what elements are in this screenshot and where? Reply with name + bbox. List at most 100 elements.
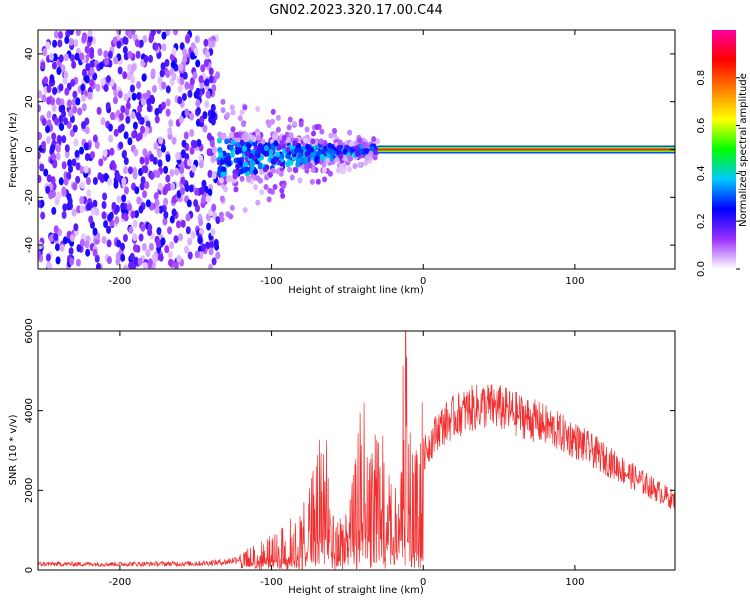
spectrogram-cell-676: [77, 107, 83, 116]
spectrogram-cell-835: [158, 253, 164, 262]
spectrogram-cell-735: [211, 154, 217, 163]
spectrogram-cell-863: [192, 71, 198, 80]
spectrogram-cell-1561: [293, 167, 299, 174]
spectrogram-cell-587: [162, 186, 168, 195]
spectrogram-cell-514: [170, 60, 176, 69]
spectrogram-cell-349: [97, 48, 103, 57]
spectrogram-cell-573: [173, 235, 179, 244]
spectrogram-cell-1533: [349, 140, 355, 147]
spectrogram-cell-1313: [318, 158, 324, 165]
spectrogram-cell-1366: [285, 146, 291, 153]
spectrogram-cell-858: [116, 239, 122, 248]
spectrogram-cell-745: [181, 139, 187, 148]
spectrogram-cell-988: [311, 130, 317, 137]
spectrogram-cell-542: [79, 238, 85, 247]
spectrogram-cell-473: [127, 166, 133, 175]
spectrogram-cell-405: [204, 78, 210, 87]
spectrogram-cell-1044: [375, 138, 381, 145]
spectrogram-cell-780: [81, 93, 87, 102]
spectrogram-cell-358: [165, 69, 171, 78]
spectrogram-cell-1576: [257, 177, 263, 184]
spectrogram-cell-801: [111, 201, 117, 210]
spectrogram-cell-577: [79, 181, 85, 190]
spectrogram-cell-1570: [262, 166, 268, 173]
spectrogram-cell-1309: [310, 166, 316, 173]
spectrogram-cell-115: [75, 162, 81, 171]
spectrogram-cell-1163: [219, 216, 225, 223]
spectrogram-cell-1580: [304, 150, 310, 157]
spectrogram-cell-650: [101, 201, 107, 210]
spectrogram-cell-963: [239, 168, 245, 175]
spectrogram-cell-530: [161, 81, 167, 90]
spectrogram-cell-160: [73, 138, 79, 147]
spectrogram-cell-878: [210, 110, 216, 119]
spectrogram-cell-552: [171, 136, 177, 145]
spectrogram-cell-1566: [295, 157, 301, 164]
spectrogram-cell-455: [84, 153, 90, 162]
spectrogram-cell-701: [138, 205, 144, 214]
spectrogram-cell-886: [86, 189, 92, 198]
spectrogram-cell-1568: [368, 150, 374, 157]
spectrogram-cell-837: [137, 257, 143, 266]
spectrogram-cell-797: [73, 223, 79, 232]
spectrogram-cell-609: [153, 142, 159, 151]
spectrogram-cell-258: [163, 165, 169, 174]
spectrogram-cell-750: [120, 202, 126, 211]
spectrogram-cell-511: [208, 247, 214, 256]
spectrogram-cell-563: [177, 84, 183, 93]
spectrogram-cell-810: [144, 126, 150, 135]
spectrogram-cell-671: [132, 219, 138, 228]
spectrogram-cell-1518: [336, 144, 342, 151]
colorbar-tick-label-2: 0.4: [696, 165, 707, 181]
spectrogram-cell-574: [195, 99, 201, 108]
spectrogram-cell-653: [107, 177, 113, 186]
spectrogram-cell-1018: [219, 195, 225, 202]
spectrogram-cell-268: [100, 117, 106, 126]
spectrogram-cell-1583: [285, 161, 291, 168]
spectrogram-cell-1137: [229, 204, 235, 211]
spectrogram-cell-825: [38, 104, 42, 113]
spectrogram-cell-483: [58, 83, 64, 92]
spectrogram-cell-726: [89, 60, 95, 69]
spectrogram-cell-337: [206, 222, 212, 231]
spectrogram-cell-1318: [357, 137, 363, 144]
spectrogram-cell-891: [147, 258, 153, 267]
spectrogram-cell-889: [56, 67, 62, 76]
x-tick-label-2: 0: [420, 276, 426, 287]
spectrogram-cell-406: [66, 121, 72, 130]
spectrogram-cell-1207: [279, 139, 285, 146]
spectrogram-cell-722: [182, 55, 188, 64]
spectrogram-cell-302: [67, 165, 73, 174]
spectrogram-cell-510: [51, 61, 57, 70]
spectrogram-cell-462: [198, 75, 204, 84]
spectrogram-cell-778: [126, 72, 132, 81]
spectrogram-cell-602: [131, 63, 137, 72]
spectrogram-cell-528: [45, 136, 51, 145]
spectrogram-cell-1558: [299, 157, 305, 164]
spectrogram-cell-793: [122, 71, 128, 80]
spectrogram-cell-838: [84, 45, 90, 54]
spectrogram-cell-334: [148, 35, 154, 44]
spectrogram-cell-673: [145, 199, 151, 208]
spectrogram-cell-805: [178, 63, 184, 72]
spectrogram-cell-1376: [253, 168, 259, 175]
spectrogram-cell-826: [45, 185, 51, 194]
spectrogram-cell-645: [190, 231, 196, 240]
spectrogram-cell-736: [69, 233, 75, 242]
spectrogram-cell-176: [134, 210, 140, 219]
spectrogram-cell-662: [157, 182, 163, 191]
spectrogram-cell-807: [41, 117, 47, 126]
spectrogram-cell-500: [130, 210, 136, 219]
spectrogram-cell-34: [157, 159, 163, 168]
spectrogram-cell-470: [165, 174, 171, 183]
spectrogram-cell-881: [96, 106, 102, 115]
spectrogram-cell-832: [168, 119, 174, 128]
spectrogram-cell-459: [61, 186, 67, 195]
spectrogram-cell-1058: [287, 166, 293, 173]
spectrogram-cell-1544: [307, 162, 313, 169]
spectrogram-cell-300: [145, 249, 151, 258]
spectrogram-cell-476: [63, 70, 69, 79]
spectrogram-cell-540: [94, 207, 100, 216]
spectrogram-cell-578: [202, 124, 208, 133]
spectrogram-cell-240: [46, 110, 52, 119]
